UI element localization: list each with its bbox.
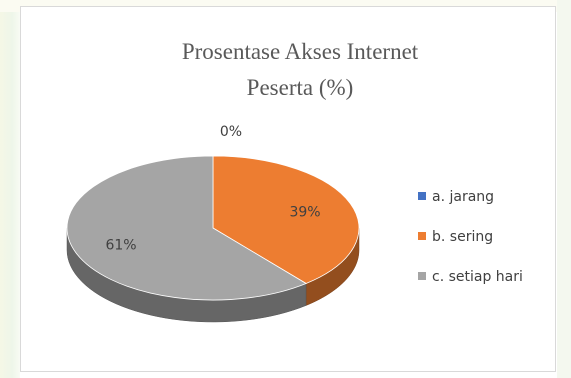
chart-title-line-1: Prosentase Akses Internet (181, 39, 419, 64)
legend-swatch-a-jarang (418, 192, 426, 200)
legend-swatch-c-setiap-hari (418, 272, 426, 280)
data-label-c-setiap-hari: 61% (105, 237, 136, 253)
pie-slice-c-setiap-hari (66, 155, 307, 301)
pie-plot (66, 155, 360, 323)
background-edge-left (0, 0, 20, 378)
data-label-b-sering: 39% (289, 205, 320, 221)
legend-label-c-setiap-hari: c. setiap hari (432, 269, 523, 285)
background-edge-right (557, 0, 571, 378)
pie-slice-b-sering (212, 155, 360, 284)
chart-title-line-2: Peserta (%) (246, 75, 354, 100)
legend-label-a-jarang: a. jarang (432, 189, 494, 205)
legend: a. jarang b. sering c. setiap hari (418, 189, 523, 285)
legend-label-b-sering: b. sering (432, 229, 493, 245)
data-labels: 0% 39% 61% (105, 124, 320, 253)
legend-swatch-b-sering (418, 232, 426, 240)
chart-title: Prosentase Akses Internet Peserta (%) (20, 34, 571, 106)
data-label-a-jarang: 0% (220, 124, 242, 140)
